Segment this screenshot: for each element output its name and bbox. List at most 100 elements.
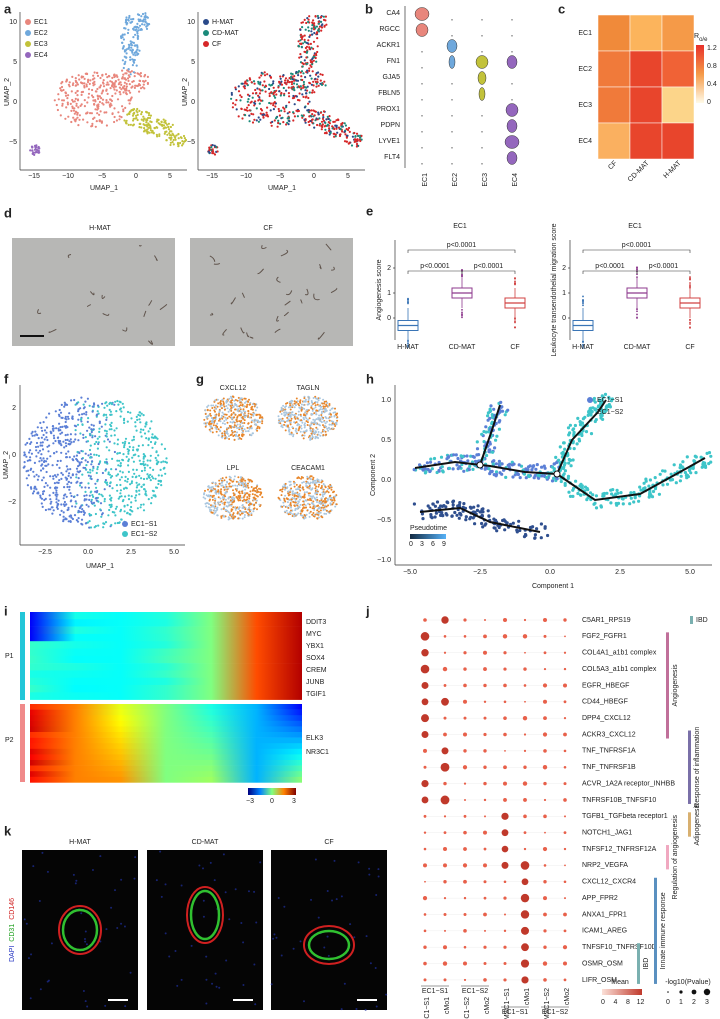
point: [284, 421, 286, 424]
point: [219, 401, 222, 404]
point: [98, 95, 101, 98]
point: [259, 81, 262, 84]
point: [109, 401, 112, 404]
point: [121, 441, 124, 444]
point: [169, 143, 172, 147]
point: [312, 429, 315, 431]
bracket: [407, 270, 463, 274]
cell-point: [515, 528, 519, 532]
point: [81, 473, 84, 476]
cell-point: [518, 476, 522, 480]
point: [242, 433, 245, 436]
col-label: CF: [607, 160, 619, 172]
point: [135, 109, 138, 112]
point: [244, 508, 247, 511]
point: [45, 431, 48, 434]
cell-point: [426, 504, 430, 508]
point: [67, 94, 70, 97]
point: [142, 483, 145, 486]
point: [162, 460, 165, 463]
point: [331, 499, 334, 502]
point: [88, 520, 91, 523]
point: [109, 87, 112, 90]
point: [183, 137, 186, 140]
point: [279, 418, 282, 421]
point: [320, 20, 323, 23]
point: [278, 420, 281, 423]
point: [165, 461, 168, 464]
point: [316, 517, 319, 520]
point: [256, 489, 259, 491]
point: [81, 423, 84, 426]
x-tick-label: −10: [62, 173, 74, 180]
point: [242, 478, 245, 481]
point: [269, 109, 272, 112]
point: [206, 415, 209, 418]
point: [320, 415, 323, 418]
point: [86, 121, 89, 124]
p-value: p<0.0001: [595, 263, 624, 270]
panel-label: h: [366, 371, 374, 386]
point: [110, 104, 113, 107]
point: [82, 433, 85, 436]
point: [91, 434, 94, 437]
point: [299, 400, 301, 403]
point: [326, 427, 329, 430]
point: [96, 480, 99, 483]
point: [232, 512, 235, 515]
point: [152, 477, 155, 480]
point: [313, 402, 316, 404]
point: [75, 118, 78, 121]
point: [301, 115, 304, 118]
point: [140, 126, 143, 129]
point: [103, 111, 106, 114]
point: [113, 434, 116, 437]
vessel: [154, 255, 158, 261]
point: [324, 508, 327, 511]
point: [237, 438, 240, 440]
point: [31, 492, 35, 495]
group-label: EC2: [452, 173, 459, 187]
point: [71, 83, 74, 87]
point: [167, 122, 170, 125]
point: [300, 45, 303, 48]
point: [249, 78, 252, 81]
point: [294, 404, 297, 407]
point: [76, 423, 80, 426]
point: [140, 118, 143, 121]
point: [317, 516, 320, 519]
point: [69, 442, 72, 445]
point: [105, 413, 108, 416]
cell-point: [484, 522, 488, 526]
point: [91, 122, 94, 125]
point: [82, 118, 85, 121]
legend-dot: [25, 52, 31, 58]
point: [304, 89, 307, 92]
point: [87, 486, 90, 489]
point: [142, 123, 145, 126]
point: [324, 424, 326, 427]
gene-label: ACKR1: [377, 42, 400, 49]
point: [37, 445, 40, 448]
point: [77, 410, 80, 413]
point: [360, 134, 363, 137]
point: [295, 431, 298, 434]
point: [109, 102, 112, 105]
point: [82, 466, 85, 469]
point: [242, 409, 245, 412]
point: [260, 74, 263, 77]
outlier: [514, 282, 516, 285]
point: [261, 84, 264, 87]
outlier: [636, 316, 638, 319]
point: [293, 79, 296, 82]
cell-point: [502, 518, 506, 522]
point: [90, 428, 93, 431]
outlier: [407, 344, 409, 347]
point: [42, 433, 45, 437]
point: [86, 80, 90, 84]
point: [160, 443, 163, 446]
point: [138, 109, 141, 112]
point: [145, 437, 148, 440]
point: [320, 29, 323, 32]
point: [299, 512, 302, 515]
